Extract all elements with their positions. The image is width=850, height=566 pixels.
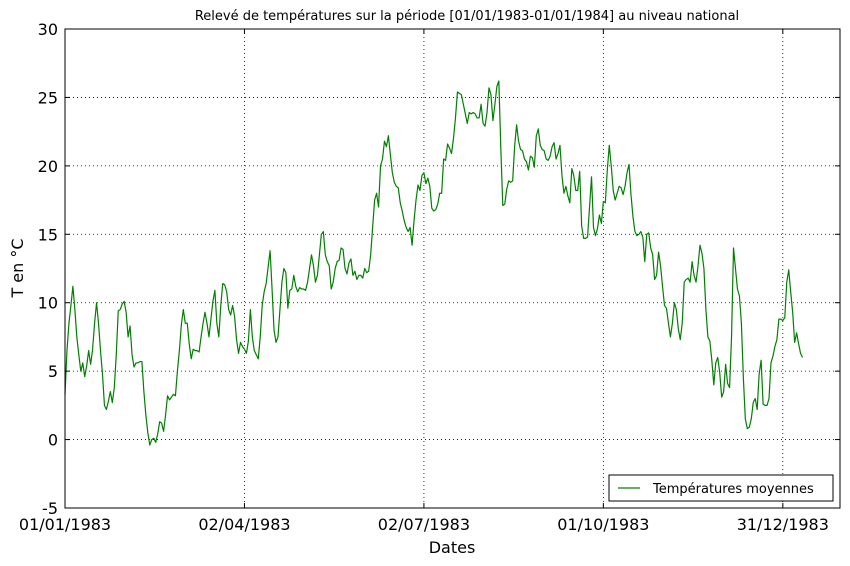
- y-tick-labels: -5 0 5 10 15 20 25 30: [38, 20, 58, 518]
- x-tick-label: 02/07/1983: [378, 515, 470, 534]
- legend: Températures moyennes: [608, 474, 834, 502]
- plot-area-frame: [64, 28, 841, 509]
- y-tick-label: 0: [48, 431, 58, 450]
- x-tick-labels: 01/01/1983 02/04/1983 02/07/1983 01/10/1983…: [19, 515, 829, 534]
- y-tick-label: 25: [38, 88, 58, 107]
- series-layer: [64, 80, 804, 446]
- y-tick-label: 30: [38, 20, 58, 39]
- axis-ticks: [64, 28, 840, 509]
- series-line-temperatures: [64, 80, 804, 446]
- y-tick-label: 5: [48, 362, 58, 381]
- grid-lines: [65, 29, 840, 508]
- x-tick-label: 01/10/1983: [557, 515, 649, 534]
- x-tick-label: 31/12/1983: [737, 515, 829, 534]
- y-tick-label: 10: [38, 294, 58, 313]
- chart-title: Relevé de températures sur la période [0…: [195, 9, 739, 24]
- legend-label-temperatures: Températures moyennes: [652, 482, 814, 497]
- x-axis-label: Dates: [429, 538, 476, 557]
- y-axis-label: T en °C: [8, 238, 27, 298]
- y-tick-label: 20: [38, 157, 58, 176]
- legend-box: [608, 474, 834, 502]
- x-tick-label: 02/04/1983: [198, 515, 290, 534]
- y-tick-label: 15: [38, 225, 58, 244]
- y-tick-label: -5: [42, 499, 58, 518]
- x-tick-label: 01/01/1983: [19, 515, 111, 534]
